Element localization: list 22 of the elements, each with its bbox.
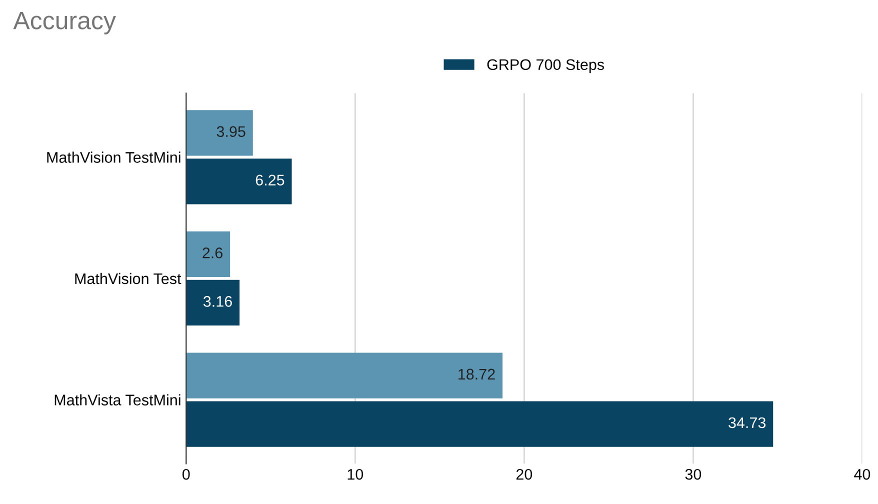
data-label: 18.72	[458, 368, 495, 380]
bar	[186, 401, 774, 447]
x-tick-label: 20	[516, 468, 532, 480]
x-tick-label: 0	[182, 468, 190, 480]
chart-title: Accuracy	[13, 12, 116, 34]
data-label: 3.16	[203, 296, 232, 307]
data-label: 6.25	[256, 174, 284, 186]
data-label: 34.73	[728, 417, 766, 428]
legend-label: GRPO 700 Steps	[487, 59, 604, 74]
y-tick-label: MathVision TestMini	[47, 152, 180, 163]
y-tick-label: MathVision Test	[75, 272, 182, 284]
bar	[186, 352, 503, 398]
y-tick-label: MathVista TestMini	[54, 394, 180, 406]
data-label: 2.6	[202, 247, 222, 258]
x-tick-label: 10	[348, 468, 364, 480]
data-label: 3.95	[216, 126, 246, 137]
bar	[186, 110, 253, 156]
x-tick-label: 40	[854, 468, 870, 480]
bar	[186, 158, 292, 204]
bar	[186, 280, 240, 326]
x-tick-label: 30	[685, 468, 702, 480]
bar	[186, 231, 230, 278]
